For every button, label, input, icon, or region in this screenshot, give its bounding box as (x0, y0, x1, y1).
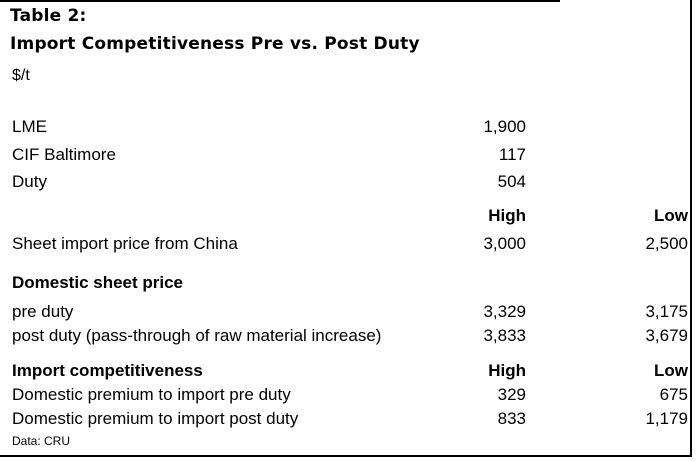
row-label-lme: LME (12, 117, 47, 136)
row-value-premium-pre-low: 675 (659, 385, 688, 404)
column-header-high-2: High (488, 361, 526, 380)
row-value-import-high: 3,000 (483, 234, 526, 253)
row-value-duty: 504 (497, 172, 526, 191)
section-title-domestic: Domestic sheet price (12, 273, 184, 292)
row-value-premium-pre-high: 329 (497, 385, 526, 404)
row-label-import-price: Sheet import price from China (12, 234, 238, 253)
unit-label: $/t (12, 67, 30, 84)
top-border (0, 0, 560, 2)
column-header-low-2: Low (654, 361, 688, 380)
row-value-premium-post-high: 833 (497, 409, 526, 428)
column-header-low: Low (654, 206, 688, 225)
row-value-pre-duty-high: 3,329 (483, 302, 526, 321)
row-value-post-duty-low: 3,679 (645, 326, 688, 345)
row-label-pre-duty: pre duty (12, 302, 74, 321)
table-title: Import Competitiveness Pre vs. Post Duty (10, 34, 420, 54)
row-label-cif-baltimore: CIF Baltimore (12, 145, 116, 164)
row-label-premium-pre: Domestic premium to import pre duty (12, 385, 291, 404)
row-value-pre-duty-low: 3,175 (645, 302, 688, 321)
row-value-post-duty-high: 3,833 (483, 326, 526, 345)
row-label-duty: Duty (12, 172, 47, 191)
table-number: Table 2: (10, 6, 87, 26)
row-value-premium-post-low: 1,179 (645, 409, 688, 428)
source-note: Data: CRU (12, 434, 71, 448)
row-value-lme: 1,900 (483, 117, 526, 136)
row-value-import-low: 2,500 (645, 234, 688, 253)
section-title-competitiveness: Import competitiveness (12, 361, 203, 380)
column-header-high: High (488, 206, 526, 225)
row-label-premium-post: Domestic premium to import post duty (12, 409, 299, 428)
row-value-cif-baltimore: 117 (498, 145, 526, 164)
row-label-post-duty: post duty (pass-through of raw material … (12, 326, 382, 345)
